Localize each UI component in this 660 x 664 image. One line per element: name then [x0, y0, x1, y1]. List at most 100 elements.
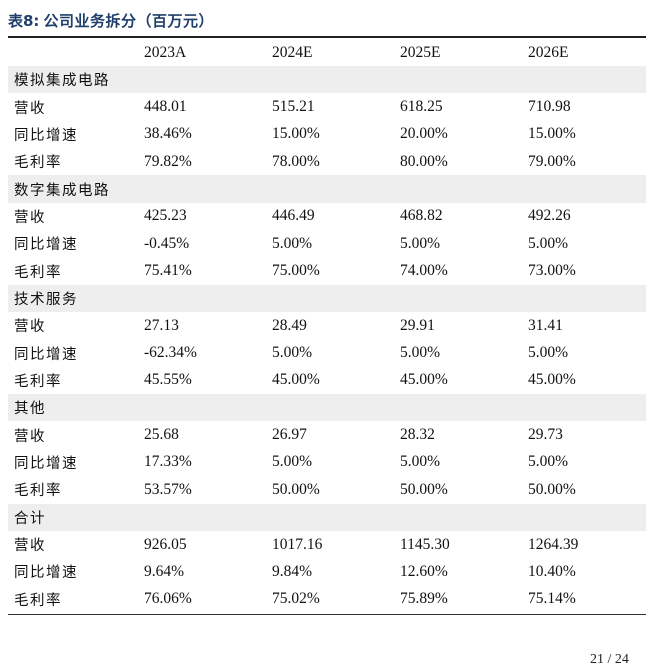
metric-label: 营收	[14, 209, 46, 226]
value-cell: 5.00%	[528, 453, 569, 471]
value-cell: 468.82	[400, 207, 443, 225]
table-row: 营收 448.01 515.21 618.25 710.98	[8, 93, 646, 120]
metric-label: 营收	[14, 428, 46, 445]
value-cell: 5.00%	[400, 234, 441, 252]
value-cell: 27.13	[144, 316, 179, 334]
value-cell: 5.00%	[272, 453, 313, 471]
value-cell: 15.00%	[272, 125, 320, 143]
value-cell: 25.68	[144, 426, 179, 444]
value-cell: 515.21	[272, 98, 315, 116]
value-cell: 50.00%	[528, 480, 576, 498]
segment-header-row: 模拟集成电路	[8, 66, 646, 94]
metric-label: 同比增速	[14, 455, 78, 472]
value-cell: 75.00%	[272, 262, 320, 280]
table-caption-title: 公司业务拆分（百万元）	[43, 12, 214, 30]
business-breakdown-table: 2023A 2024E 2025E 2026E 模拟集成电路营收 448.01 51…	[8, 39, 646, 613]
segment-name: 数字集成电路	[8, 175, 144, 203]
value-cell: 9.64%	[144, 562, 185, 580]
metric-label: 同比增速	[14, 565, 78, 582]
metric-label: 营收	[14, 319, 46, 336]
table-body: 模拟集成电路 营收 448.01 515.21 618.25 710.98 同比增速 38.4…	[8, 66, 646, 613]
page-number: 21 / 24	[590, 652, 629, 664]
value-cell: 79.82%	[144, 152, 192, 170]
segment-header-row: 其他	[8, 394, 646, 422]
table-row: 毛利率 53.57% 50.00% 50.00% 50.00%	[8, 476, 646, 503]
table-row: 毛利率 75.41% 75.00% 74.00% 73.00%	[8, 257, 646, 284]
value-cell: 80.00%	[400, 152, 448, 170]
table-row: 营收 27.13 28.49 29.91 31.41	[8, 312, 646, 339]
segment-band-cell	[400, 503, 528, 531]
value-cell: 45.00%	[272, 371, 320, 389]
value-cell: 5.00%	[272, 344, 313, 362]
segment-header-row: 合计	[8, 503, 646, 531]
value-cell: -0.45%	[144, 234, 190, 252]
value-cell: -62.34%	[144, 344, 197, 362]
segment-band-cell	[272, 284, 400, 313]
metric-label: 毛利率	[14, 155, 62, 172]
table-row: 同比增速 -62.34% 5.00% 5.00% 5.00%	[8, 339, 646, 366]
segment-band-cell	[272, 503, 400, 531]
value-cell: 75.89%	[400, 590, 448, 608]
segment-band-cell	[528, 284, 646, 313]
table-header-row: 2023A 2024E 2025E 2026E	[8, 39, 646, 66]
value-cell: 50.00%	[272, 480, 320, 498]
value-cell: 75.02%	[272, 590, 320, 608]
value-cell: 74.00%	[400, 262, 448, 280]
value-cell: 45.00%	[528, 371, 576, 389]
header-cell-2026e: 2026E	[528, 43, 569, 61]
value-cell: 1017.16	[272, 535, 323, 553]
segment-band-cell	[144, 284, 272, 313]
value-cell: 26.97	[272, 426, 307, 444]
segment-band-cell	[528, 503, 646, 531]
segment-band-cell	[400, 284, 528, 313]
segment-band-cell	[528, 175, 646, 203]
metric-label: 同比增速	[14, 346, 78, 363]
table-row: 同比增速 17.33% 5.00% 5.00% 5.00%	[8, 449, 646, 476]
value-cell: 20.00%	[400, 125, 448, 143]
value-cell: 10.40%	[528, 562, 576, 580]
segment-band-cell	[144, 66, 272, 94]
table-row: 同比增速 38.46% 15.00% 20.00% 15.00%	[8, 121, 646, 148]
value-cell: 448.01	[144, 98, 187, 116]
table-top-rule	[8, 36, 646, 38]
value-cell: 45.55%	[144, 371, 192, 389]
value-cell: 50.00%	[400, 480, 448, 498]
value-cell: 1264.39	[528, 535, 579, 553]
value-cell: 5.00%	[400, 453, 441, 471]
segment-band-cell	[272, 394, 400, 422]
value-cell: 76.06%	[144, 590, 192, 608]
segment-band-cell	[144, 503, 272, 531]
table-row: 营收 926.05 1017.16 1145.30 1264.39	[8, 531, 646, 558]
metric-label: 毛利率	[14, 264, 62, 281]
metric-label: 毛利率	[14, 592, 62, 609]
table-bottom-rule	[8, 614, 646, 615]
header-cell-2024e: 2024E	[272, 43, 313, 61]
value-cell: 5.00%	[400, 344, 441, 362]
value-cell: 5.00%	[528, 234, 569, 252]
value-cell: 31.41	[528, 316, 563, 334]
value-cell: 425.23	[144, 207, 187, 225]
segment-band-cell	[144, 394, 272, 422]
value-cell: 618.25	[400, 98, 443, 116]
value-cell: 926.05	[144, 535, 187, 553]
metric-label: 毛利率	[14, 483, 62, 500]
value-cell: 710.98	[528, 98, 571, 116]
value-cell: 75.41%	[144, 262, 192, 280]
value-cell: 28.32	[400, 426, 435, 444]
value-cell: 492.26	[528, 207, 571, 225]
value-cell: 1145.30	[400, 535, 450, 553]
value-cell: 9.84%	[272, 562, 313, 580]
metric-label: 同比增速	[14, 237, 78, 254]
value-cell: 12.60%	[400, 562, 448, 580]
segment-name: 技术服务	[8, 284, 144, 313]
metric-label: 营收	[14, 538, 46, 555]
table-row: 同比增速 9.64% 9.84% 12.60% 10.40%	[8, 558, 646, 585]
value-cell: 28.49	[272, 316, 307, 334]
segment-header-row: 数字集成电路	[8, 175, 646, 203]
value-cell: 75.14%	[528, 590, 576, 608]
segment-band-cell	[400, 175, 528, 203]
segment-band-cell	[528, 394, 646, 422]
value-cell: 73.00%	[528, 262, 576, 280]
value-cell: 53.57%	[144, 480, 192, 498]
header-cell-2025e: 2025E	[400, 43, 441, 61]
